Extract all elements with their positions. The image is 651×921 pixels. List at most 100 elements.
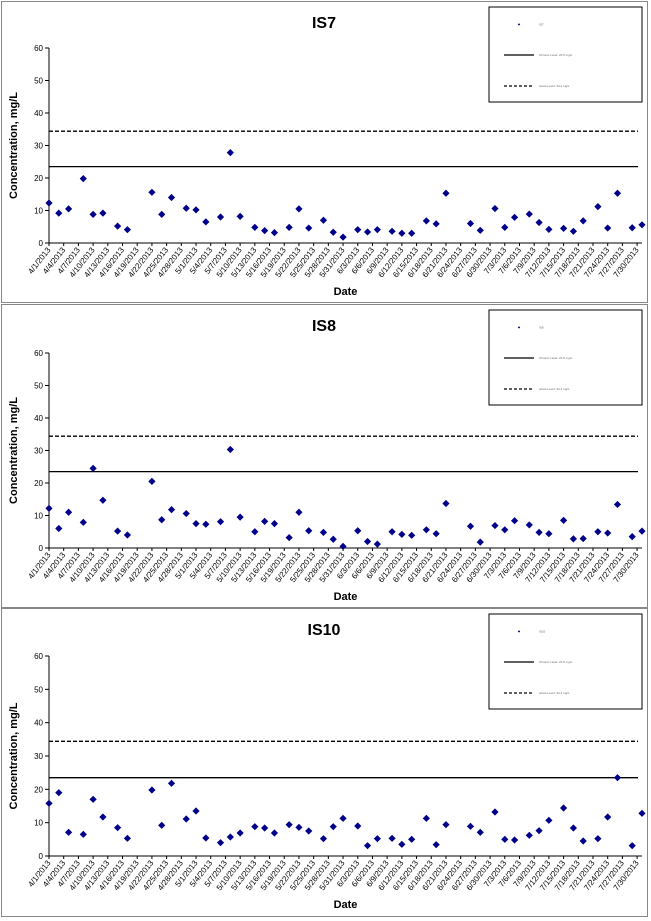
y-tick-label: 10 xyxy=(34,512,43,521)
data-point xyxy=(339,814,347,822)
data-point xyxy=(89,464,97,472)
y-tick-label: 0 xyxy=(39,852,44,861)
data-point xyxy=(388,834,396,842)
data-point xyxy=(579,837,587,845)
data-point xyxy=(432,841,440,849)
data-point xyxy=(305,827,313,835)
data-point xyxy=(123,531,132,539)
data-point xyxy=(226,833,234,841)
data-point xyxy=(167,779,176,787)
data-point xyxy=(55,524,63,533)
data-point xyxy=(329,535,337,543)
data-point xyxy=(261,517,269,525)
data-point xyxy=(319,216,328,224)
data-point xyxy=(363,228,372,236)
data-point xyxy=(373,835,381,843)
data-point xyxy=(422,217,430,225)
data-point xyxy=(408,531,416,539)
data-point xyxy=(158,210,166,218)
data-point xyxy=(270,520,279,528)
data-point xyxy=(476,538,484,546)
y-tick-label: 40 xyxy=(34,414,43,423)
y-tick-label: 30 xyxy=(34,752,43,761)
data-point xyxy=(123,226,132,234)
data-point xyxy=(236,513,244,521)
data-point xyxy=(432,220,440,228)
data-point xyxy=(158,821,166,829)
y-tick-label: 60 xyxy=(34,652,43,661)
data-point xyxy=(442,499,450,508)
data-point xyxy=(305,527,313,535)
y-axis-label: Concentration, mg/L xyxy=(8,702,20,809)
data-point xyxy=(579,217,587,225)
data-point xyxy=(192,520,200,528)
data-point xyxy=(114,824,122,832)
data-point xyxy=(89,795,97,803)
data-point xyxy=(55,789,63,797)
data-point xyxy=(99,496,107,504)
data-point xyxy=(535,528,543,536)
data-point xyxy=(114,222,122,230)
data-point xyxy=(192,807,200,815)
y-tick-label: 0 xyxy=(39,544,44,553)
y-tick-label: 0 xyxy=(39,239,44,248)
y-tick-label: 50 xyxy=(34,382,43,391)
data-point xyxy=(476,226,484,234)
data-point xyxy=(79,830,87,838)
data-point xyxy=(236,212,244,220)
legend-label-series: IS10 xyxy=(539,630,546,634)
data-point xyxy=(422,526,430,534)
chart-is7: IS701020304050604/1/20134/4/20134/7/2013… xyxy=(8,6,646,298)
chart-is8: IS801020304050604/1/20134/4/20134/7/2013… xyxy=(8,309,646,603)
data-point xyxy=(114,527,122,535)
data-point xyxy=(442,821,450,829)
data-point xyxy=(398,229,406,237)
data-point xyxy=(525,521,533,529)
y-tick-label: 50 xyxy=(34,685,43,694)
data-point xyxy=(295,823,303,831)
data-point xyxy=(45,504,53,512)
data-point xyxy=(408,229,416,237)
data-point xyxy=(545,225,553,233)
data-point xyxy=(579,534,587,543)
data-point xyxy=(466,219,475,228)
y-tick-label: 40 xyxy=(34,719,43,728)
y-tick-label: 10 xyxy=(34,819,43,828)
data-point xyxy=(251,823,259,831)
y-tick-label: 50 xyxy=(34,77,43,86)
data-point xyxy=(148,786,156,794)
data-point xyxy=(148,477,156,485)
legend-label-chronic: Chronic Level: 23.5 mg/L xyxy=(539,53,573,57)
data-point xyxy=(442,189,450,197)
data-point xyxy=(226,149,234,157)
data-point xyxy=(535,827,543,835)
data-point xyxy=(79,518,87,526)
data-point xyxy=(604,813,612,821)
data-point xyxy=(89,210,97,218)
legend-label-acute: Acute Level: 34.4 mg/L xyxy=(539,84,570,88)
x-axis-label: Date xyxy=(334,286,358,298)
data-point xyxy=(216,518,225,526)
data-point xyxy=(432,530,440,538)
data-point xyxy=(466,522,475,530)
data-point xyxy=(339,233,347,241)
data-point xyxy=(167,193,176,202)
data-point xyxy=(628,842,636,850)
data-point xyxy=(251,223,259,231)
data-point xyxy=(167,506,176,514)
data-point xyxy=(123,834,132,842)
data-point xyxy=(285,821,293,829)
data-point xyxy=(202,520,210,528)
data-point xyxy=(270,229,279,237)
chart-title: IS7 xyxy=(312,15,336,32)
legend-label-series: IS7 xyxy=(539,23,544,27)
data-point xyxy=(319,528,328,536)
data-point xyxy=(373,226,381,234)
data-point xyxy=(501,526,509,534)
data-point xyxy=(202,218,210,226)
chart-is10: IS1001020304050604/1/20134/4/20134/7/201… xyxy=(8,613,646,911)
data-point xyxy=(604,224,612,232)
data-point xyxy=(99,813,107,821)
y-tick-label: 60 xyxy=(34,349,43,358)
y-tick-label: 60 xyxy=(34,44,43,53)
